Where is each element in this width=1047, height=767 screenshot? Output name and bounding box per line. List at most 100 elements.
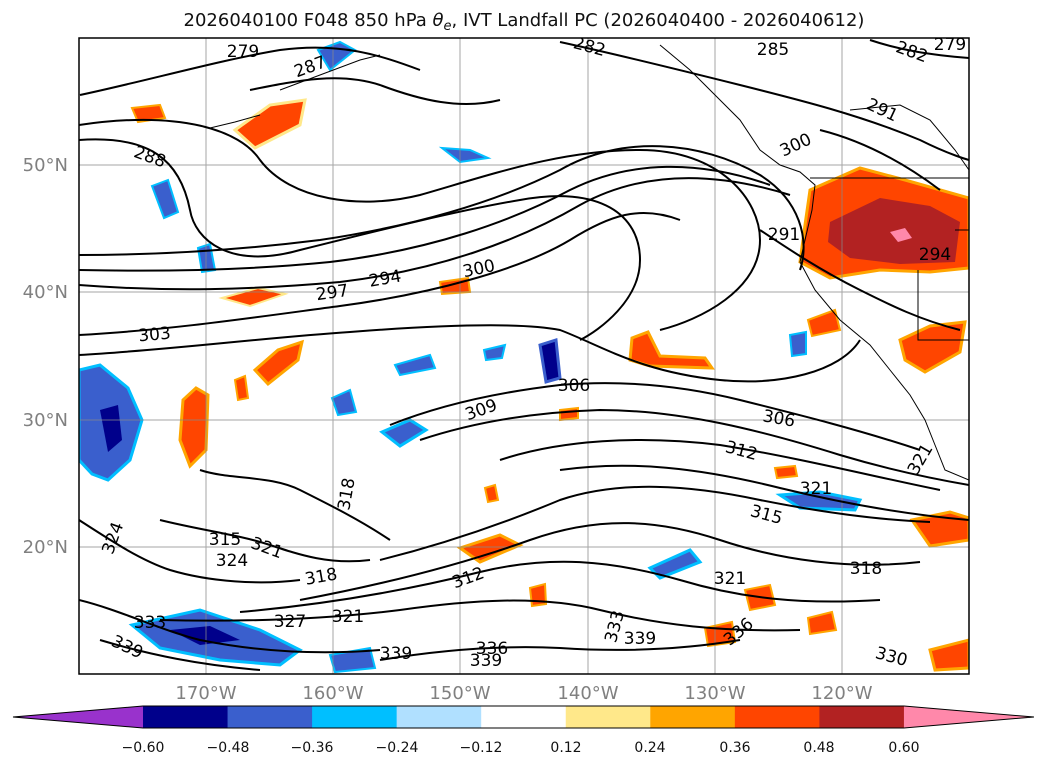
contour-label-279-ne: 279 [934, 35, 966, 55]
contour-label-285: 285 [757, 40, 789, 60]
shading-blob-34n-155w [393, 353, 437, 377]
colorbar-segment [312, 706, 398, 728]
lat-axis: 50°N 40°N 30°N 20°N [23, 155, 68, 558]
contour-309 [419, 408, 969, 486]
title-theta: θ [433, 10, 444, 31]
theta-e-contours [79, 39, 969, 671]
contour-282b [869, 39, 969, 59]
lat-tick-label: 20°N [23, 537, 68, 558]
shading-blob-nw-corner [130, 103, 167, 124]
contour-324b [79, 519, 301, 584]
contour-label-324: 324 [216, 551, 248, 571]
contour-315b [159, 519, 371, 563]
colorbar-tick-label: 0.60 [888, 740, 919, 756]
contour-318b [199, 469, 391, 541]
lat-tick-label: 50°N [23, 155, 68, 176]
contour-label-279: 279 [227, 42, 259, 62]
contour-291b [819, 129, 941, 191]
shading-blob-35n-165w [252, 339, 305, 387]
contour-label-306: 306 [558, 376, 590, 396]
title-suffix: , IVT Landfall PC (2026040400 - 20260406… [452, 10, 865, 31]
shading-blob-30n-172w [178, 386, 210, 469]
border-states [917, 270, 969, 341]
shading-blob-coast-35n [898, 320, 967, 374]
contour-327 [159, 599, 801, 632]
colorbar-tick-label: 0.12 [550, 740, 581, 756]
colorbar-tick-label: 0.36 [719, 740, 750, 756]
colorbar-tick-label: −0.48 [207, 740, 250, 756]
map-border [78, 37, 970, 675]
colorbar-segment [819, 706, 905, 728]
colorbar-outline [12, 705, 1034, 729]
colorbar [12, 705, 1034, 729]
coastline-north-america [659, 44, 969, 481]
colorbar-segment [650, 706, 736, 728]
lon-tick-label: 130°W [684, 683, 745, 704]
shading-blob-small-f [482, 343, 507, 362]
colorbar-segment [565, 706, 651, 728]
colorbar-segment [143, 706, 229, 728]
contour-306 [79, 324, 861, 383]
contour-312 [499, 439, 941, 491]
shading-blob-20n-115w [909, 510, 969, 548]
contour-label-297: 297 [315, 281, 350, 305]
colorbar-tick-label: 0.48 [803, 740, 834, 756]
colorbar-segment [734, 706, 820, 728]
lon-tick-label: 160°W [302, 683, 363, 704]
shading-blob-35n-145w [538, 338, 562, 384]
contour-label-321: 321 [800, 479, 832, 499]
lon-tick-label: 170°W [175, 683, 236, 704]
colorbar-tick-label: −0.12 [460, 740, 503, 756]
colorbar-tick-label: −0.36 [291, 740, 334, 756]
contour-label-327: 327 [274, 612, 306, 632]
contour-333 [79, 599, 381, 654]
shading-blob-small-e [559, 406, 579, 422]
coastlines [209, 44, 969, 481]
shading-blob-nw-2 [150, 178, 180, 220]
shading-blob-coast-small [788, 330, 807, 358]
shading-blob-small-d [528, 582, 548, 608]
colorbar-segment [481, 706, 567, 728]
contour-339 [99, 639, 261, 671]
coastline-aleutians [209, 114, 261, 129]
colorbar-tick-label: 0.24 [634, 740, 665, 756]
lon-tick-label: 120°W [811, 683, 872, 704]
shading-blob-n-3 [438, 146, 492, 164]
contour-label-291-coast: 291 [768, 225, 800, 245]
colorbar-extend-low [13, 706, 143, 728]
shading-blob-se-corner [928, 638, 969, 672]
map-background [79, 38, 969, 674]
contour-315 [559, 464, 969, 521]
contour-318 [379, 485, 931, 561]
colorbar-ticks: −0.60 −0.48 −0.36 −0.24 −0.12 0.12 0.24 … [122, 740, 920, 756]
contour-297 [79, 165, 771, 272]
shading-blob-small-a [233, 374, 250, 402]
contour-324 [239, 560, 881, 613]
contour-303 [79, 211, 681, 336]
contour-300 [79, 177, 791, 291]
shading-blob-peak [890, 228, 912, 242]
coastline-alaska-peninsula [279, 54, 381, 91]
shading-blob-coast-37n [806, 308, 842, 338]
contour-label-339-s: 339 [624, 629, 656, 649]
contour-282 [559, 41, 969, 161]
gridlines [79, 38, 969, 674]
lon-tick-label: 140°W [557, 683, 618, 704]
title-prefix: 2026040100 F048 850 hPa [184, 10, 433, 31]
contour-label-333: 333 [134, 613, 166, 633]
lon-tick-label: 150°W [429, 683, 490, 704]
colorbar-tick-label: −0.60 [122, 740, 165, 756]
shading-blob-15n-120w [806, 610, 838, 636]
contour-label-315-w: 315 [209, 530, 241, 550]
contour-label-321-se: 321 [714, 569, 746, 589]
chart-title: 2026040100 F048 850 hPa θe, IVT Landfall… [184, 10, 865, 34]
contour-294 [79, 145, 805, 271]
shading-blob-31n-160w [330, 388, 358, 417]
colorbar-extend-high [903, 706, 1034, 728]
colorbar-segment [227, 706, 313, 728]
contour-label-294-coast: 294 [919, 245, 951, 265]
map-panel: 279 287 282 285 282 279 288 291 300 291 … [79, 35, 969, 674]
colorbar-segment [396, 706, 482, 728]
shading-blob-sw-core [170, 626, 240, 645]
